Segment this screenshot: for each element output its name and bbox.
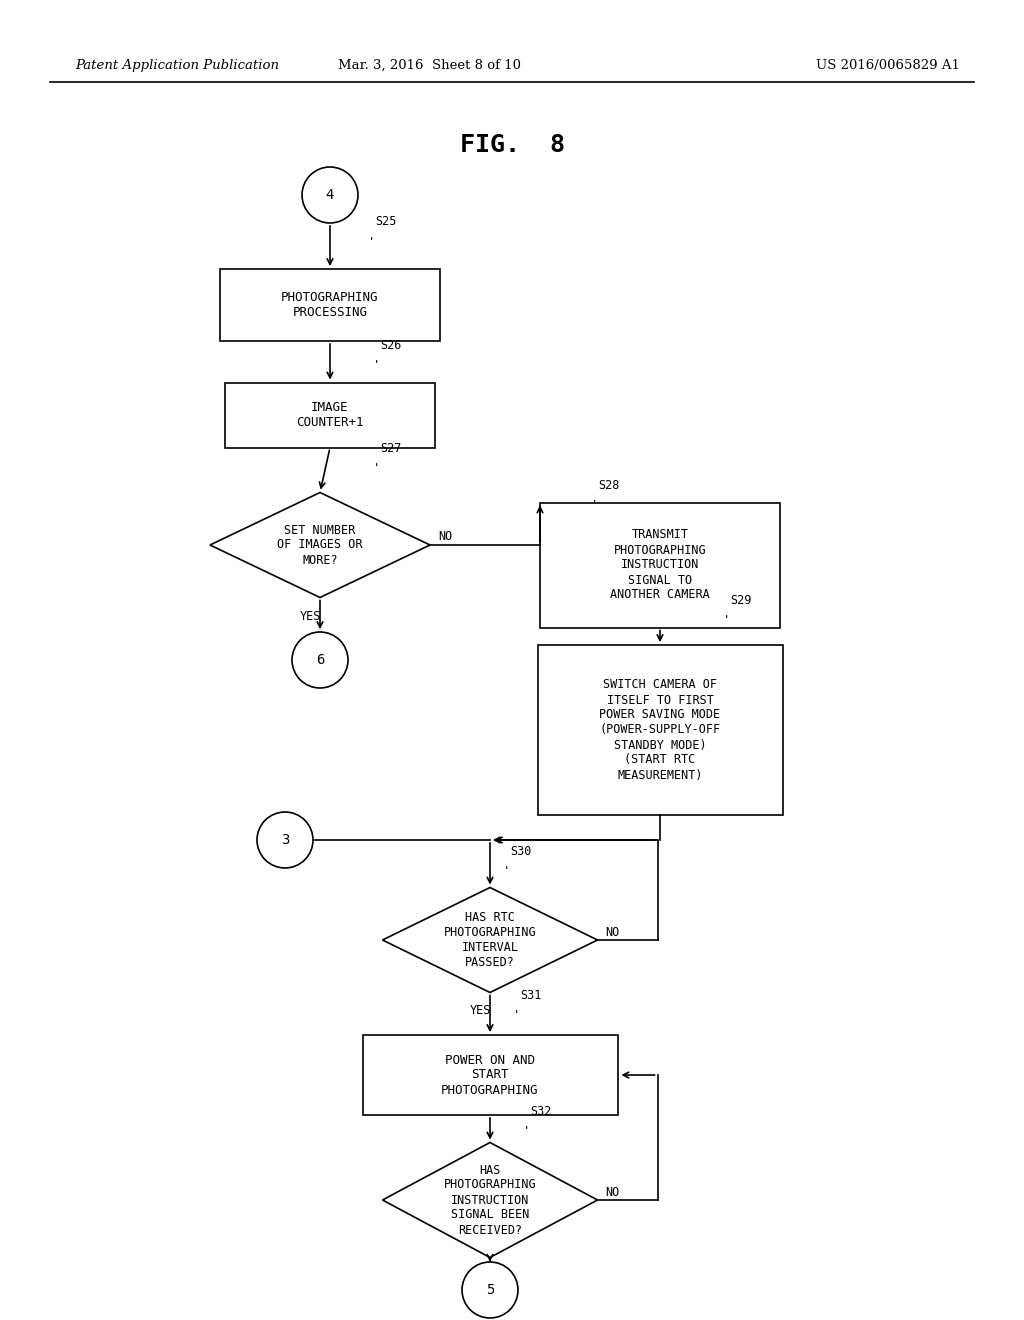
Circle shape	[302, 168, 358, 223]
Bar	[362, 1035, 617, 1115]
Text: 6: 6	[315, 653, 325, 667]
Text: S30: S30	[510, 845, 531, 858]
Text: US 2016/0065829 A1: US 2016/0065829 A1	[816, 58, 961, 71]
Text: TRANSMIT
PHOTOGRAPHING
INSTRUCTION
SIGNAL TO
ANOTHER CAMERA: TRANSMIT PHOTOGRAPHING INSTRUCTION SIGNA…	[610, 528, 710, 602]
Circle shape	[257, 812, 313, 869]
Text: 5: 5	[485, 1283, 495, 1298]
Text: S26: S26	[380, 339, 401, 352]
Text: FIG.  8: FIG. 8	[460, 133, 564, 157]
Polygon shape	[210, 492, 430, 598]
Bar	[220, 269, 440, 341]
Text: POWER ON AND
START
PHOTOGRAPHING: POWER ON AND START PHOTOGRAPHING	[441, 1053, 539, 1097]
Polygon shape	[383, 887, 597, 993]
Bar	[540, 503, 780, 627]
Text: YES: YES	[299, 610, 321, 623]
Circle shape	[292, 632, 348, 688]
Text: S25: S25	[375, 215, 396, 228]
Text: SET NUMBER
OF IMAGES OR
MORE?: SET NUMBER OF IMAGES OR MORE?	[278, 524, 362, 566]
Circle shape	[462, 1262, 518, 1317]
Text: S32: S32	[530, 1105, 551, 1118]
Text: 3: 3	[281, 833, 289, 847]
Text: 4: 4	[326, 187, 334, 202]
Text: SWITCH CAMERA OF
ITSELF TO FIRST
POWER SAVING MODE
(POWER-SUPPLY-OFF
STANDBY MOD: SWITCH CAMERA OF ITSELF TO FIRST POWER S…	[599, 678, 721, 781]
Text: S29: S29	[730, 594, 752, 607]
Text: Patent Application Publication: Patent Application Publication	[75, 58, 279, 71]
Text: PHOTOGRAPHING
PROCESSING: PHOTOGRAPHING PROCESSING	[282, 290, 379, 319]
Polygon shape	[383, 1143, 597, 1258]
Text: S27: S27	[380, 442, 401, 455]
Text: HAS RTC
PHOTOGRAPHING
INTERVAL
PASSED?: HAS RTC PHOTOGRAPHING INTERVAL PASSED?	[443, 911, 537, 969]
Bar	[225, 383, 435, 447]
Text: NO: NO	[438, 531, 453, 544]
Text: YES: YES	[469, 1005, 490, 1018]
Text: NO: NO	[605, 925, 620, 939]
Text: S31: S31	[520, 989, 542, 1002]
Text: S28: S28	[598, 479, 620, 492]
Text: Mar. 3, 2016  Sheet 8 of 10: Mar. 3, 2016 Sheet 8 of 10	[339, 58, 521, 71]
Text: YES: YES	[469, 1270, 490, 1283]
Text: NO: NO	[605, 1185, 620, 1199]
Text: IMAGE
COUNTER+1: IMAGE COUNTER+1	[296, 401, 364, 429]
Text: HAS
PHOTOGRAPHING
INSTRUCTION
SIGNAL BEEN
RECEIVED?: HAS PHOTOGRAPHING INSTRUCTION SIGNAL BEE…	[443, 1163, 537, 1237]
Bar	[538, 645, 782, 814]
